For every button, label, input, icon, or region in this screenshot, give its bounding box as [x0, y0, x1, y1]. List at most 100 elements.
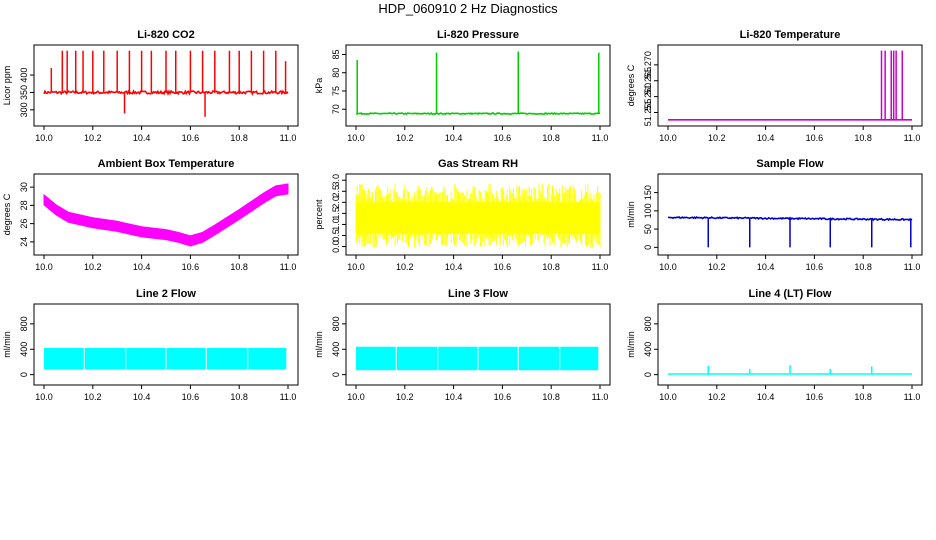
x-tick-label: 10.8 [854, 133, 872, 143]
x-tick-label: 10.4 [445, 262, 463, 272]
series-block [44, 347, 287, 370]
x-tick-label: 11.0 [904, 133, 921, 143]
x-tick-label: 10.2 [84, 392, 102, 402]
y-tick-label: 0 [643, 372, 653, 377]
x-tick-label: 10.0 [35, 133, 53, 143]
x-tick-label: 10.0 [347, 392, 365, 402]
y-axis-label: ml/min [626, 201, 636, 228]
x-tick-label: 10.2 [84, 262, 102, 272]
x-tick-label: 10.8 [542, 392, 560, 402]
x-tick-label: 10.2 [396, 392, 414, 402]
x-tick-label: 10.0 [35, 262, 53, 272]
panel-licor-temp: Li-820 Temperature degrees C 10.0 10.2 10.4 1… [626, 29, 923, 143]
plot-frame [657, 303, 923, 386]
x-tick-label: 10.6 [182, 262, 200, 272]
x-tick-label: 10.4 [757, 133, 775, 143]
y-tick-label: 50 [643, 224, 653, 234]
y-tick-label: 0 [19, 372, 29, 377]
y-tick-label: 0 [331, 372, 341, 377]
x-tick-label: 11.0 [280, 392, 297, 402]
x-tick-label: 10.4 [445, 392, 463, 402]
series-block [356, 346, 599, 371]
panel-title: Li-820 Pressure [437, 29, 519, 41]
panel-title: Line 3 Flow [448, 288, 508, 300]
plot-frame [345, 303, 611, 386]
y-tick-label: 51.260 [643, 83, 653, 111]
y-tick-label: 2.0 [331, 196, 341, 209]
x-tick-label: 11.0 [592, 392, 609, 402]
y-tick-label: 51.265 [643, 67, 653, 95]
panel-title: Li-820 CO2 [137, 29, 194, 41]
x-tick-label: 10.6 [806, 262, 824, 272]
y-tick-label: 800 [643, 316, 653, 331]
y-axis-label: degrees C [2, 193, 12, 235]
x-tick-label: 10.2 [708, 392, 726, 402]
y-tick-label: 28 [19, 200, 29, 210]
x-tick-label: 11.0 [280, 262, 297, 272]
y-tick-label: 0 [643, 245, 653, 250]
x-tick-label: 10.2 [84, 133, 102, 143]
y-axis-label: degrees C [626, 64, 636, 106]
y-tick-label: 2.5 [331, 185, 341, 198]
x-tick-label: 10.6 [494, 392, 512, 402]
y-axis-label: ml/min [626, 331, 636, 358]
x-tick-label: 11.0 [592, 262, 609, 272]
x-tick-label: 11.0 [904, 392, 921, 402]
y-tick-label: 24 [19, 237, 29, 247]
x-tick-label: 10.0 [659, 392, 677, 402]
x-tick-label: 11.0 [592, 133, 609, 143]
x-tick-label: 10.6 [182, 133, 200, 143]
y-tick-label: 800 [19, 316, 29, 331]
y-tick-label: 400 [331, 342, 341, 357]
x-tick-label: 10.4 [757, 392, 775, 402]
y-tick-label: 400 [643, 342, 653, 357]
x-tick-label: 10.4 [445, 133, 463, 143]
panel-title: Gas Stream RH [438, 158, 518, 170]
y-tick-label: 70 [331, 104, 341, 114]
panel-title: Ambient Box Temperature [98, 158, 235, 170]
plot-frame [657, 44, 923, 127]
x-tick-label: 10.2 [396, 133, 414, 143]
x-tick-label: 10.8 [854, 392, 872, 402]
y-tick-label: 85 [331, 49, 341, 59]
x-tick-label: 10.0 [35, 392, 53, 402]
x-tick-label: 10.8 [230, 392, 248, 402]
panel-line4-flow: Line 4 (LT) Flow ml/min 10.0 10.2 10.4 10.6 10… [626, 288, 923, 402]
x-tick-label: 10.8 [230, 262, 248, 272]
series-noise [355, 183, 601, 248]
x-tick-label: 10.8 [854, 262, 872, 272]
y-tick-label: 100 [643, 203, 653, 218]
plot-frame [33, 44, 299, 127]
y-axis-label: percent [314, 199, 324, 230]
x-tick-label: 11.0 [904, 262, 921, 272]
panel-rh: Gas Stream RH percent 10.0 10.2 10.4 10.6 10.8… [314, 158, 611, 272]
x-tick-label: 10.6 [182, 392, 200, 402]
x-tick-label: 10.4 [133, 392, 151, 402]
panel-title: Line 2 Flow [136, 288, 196, 300]
y-axis-label: Licor ppm [2, 66, 12, 106]
x-tick-label: 10.4 [133, 262, 151, 272]
y-tick-label: 1.0 [331, 218, 341, 231]
plot-frame [657, 173, 923, 256]
y-tick-label: 75 [331, 86, 341, 96]
panel-co2: Li-820 CO2 Licor ppm 10.0 10.2 10.4 10.6 10.8 1… [2, 29, 299, 143]
y-tick-label: 80 [331, 68, 341, 78]
y-tick-label: 400 [19, 68, 29, 83]
panel-title: Line 4 (LT) Flow [749, 288, 832, 300]
x-tick-label: 10.0 [347, 262, 365, 272]
y-tick-label: 350 [19, 85, 29, 100]
x-tick-label: 10.6 [806, 133, 824, 143]
series-line [355, 112, 601, 116]
panel-title: Li-820 Temperature [740, 29, 841, 41]
plot-frame [345, 173, 611, 256]
x-tick-label: 10.0 [347, 133, 365, 143]
y-tick-label: 26 [19, 219, 29, 229]
x-tick-label: 11.0 [280, 133, 297, 143]
panel-sample-flow: Sample Flow ml/min 10.0 10.2 10.4 10.6 10.8 11.… [626, 158, 923, 272]
plot-frame [345, 44, 611, 127]
x-tick-label: 10.2 [708, 262, 726, 272]
panel-pressure: Li-820 Pressure kPa 10.0 10.2 10.4 10.6 10.8 11… [314, 29, 611, 143]
x-tick-label: 10.8 [230, 133, 248, 143]
x-tick-label: 10.6 [494, 262, 512, 272]
